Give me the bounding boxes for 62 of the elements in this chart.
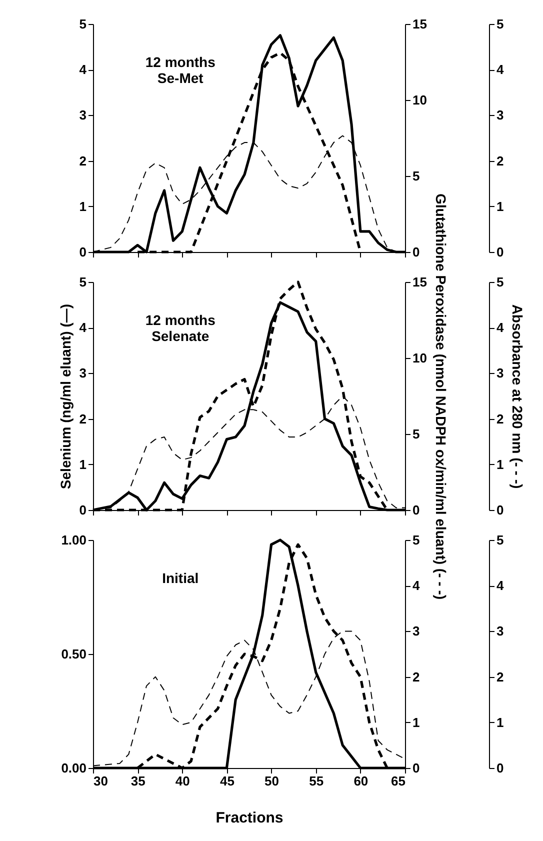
y-tick-label: 0.50 [61,646,86,662]
y-tick-label: 5 [79,274,86,290]
x-axis-title: Fractions [216,810,284,826]
y-tick-label: 0 [79,244,86,260]
y2-tick-label: 10 [412,350,427,366]
annotation: 12 months Se-Met [145,54,216,86]
y2-tick-label: 1 [412,714,420,730]
y3-tick-label: 1 [496,714,504,730]
y3-tick-label: 0 [496,244,504,260]
y3-tick-label: 5 [496,274,504,290]
y2-tick-label: 4 [412,578,420,594]
y3-tick-label: 5 [496,16,504,32]
y2-tick-label: 0 [412,502,420,518]
y2-tick-label: 5 [412,168,420,184]
x-tick-label: 55 [309,774,324,788]
y3-tick-label: 0 [496,502,504,518]
y3-tick-label: 1 [496,198,504,214]
y-tick-label: 0 [79,502,86,518]
y-tick-label: 3 [79,366,86,381]
y3-tick-label: 3 [496,624,504,639]
y-tick-label: 4 [79,320,88,336]
y-tick-label: 5 [79,16,86,32]
y3-tick-label: 3 [496,366,504,381]
y2-tick-label: 15 [412,16,427,32]
y3-tick-label: 4 [496,62,504,78]
y-tick-label: 2 [79,153,86,168]
y2-tick-label: 3 [412,624,420,639]
x-tick-label: 40 [175,774,190,788]
x-tick-label: 65 [391,774,406,788]
y-tick-label: 1.00 [61,532,86,548]
y3-tick-label: 2 [496,153,504,168]
y-tick-label: 0.00 [61,760,86,776]
y-tick-label: 1 [79,456,86,472]
x-tick-label: 45 [220,774,234,788]
x-tick-label: 35 [130,774,146,788]
x-tick-label: 30 [94,774,108,788]
y3-tick-label: 3 [496,108,504,123]
y3-tick-label: 4 [496,320,504,336]
y2-tick-label: 15 [412,274,427,290]
y2-tick-label: 10 [412,92,427,108]
y-tick-label: 2 [79,411,86,426]
y3-tick-label: 4 [496,578,504,594]
y-tick-label: 4 [79,62,88,78]
y3-tick-label: 2 [496,411,504,426]
y3-tick-label: 1 [496,456,504,472]
y2-tick-label: 2 [412,669,420,684]
y3-tick-label: 5 [496,532,504,548]
y-tick-label: 3 [79,108,86,123]
y3-axis-title: Absorbance at 280 nm (- - -) [510,304,526,489]
y-axis-title: Selenium (ng/ml eluant) (—) [57,304,74,490]
x-tick-label: 60 [354,774,368,788]
y2-axis-title: Glutathione Peroxidase (nmol NADPH ox/min/ml eluant) (- - -) [432,193,449,600]
y3-tick-label: 2 [496,669,504,684]
y2-tick-label: 5 [412,426,420,442]
y3-tick-label: 0 [496,760,504,776]
y2-tick-label: 0 [412,760,420,776]
x-tick-label: 50 [264,774,280,788]
y2-tick-label: 0 [412,244,420,260]
y2-tick-label: 5 [412,532,420,548]
annotation: Initial [162,570,199,586]
y-tick-label: 1 [79,198,86,214]
annotation: 12 months Selenate [145,312,216,344]
